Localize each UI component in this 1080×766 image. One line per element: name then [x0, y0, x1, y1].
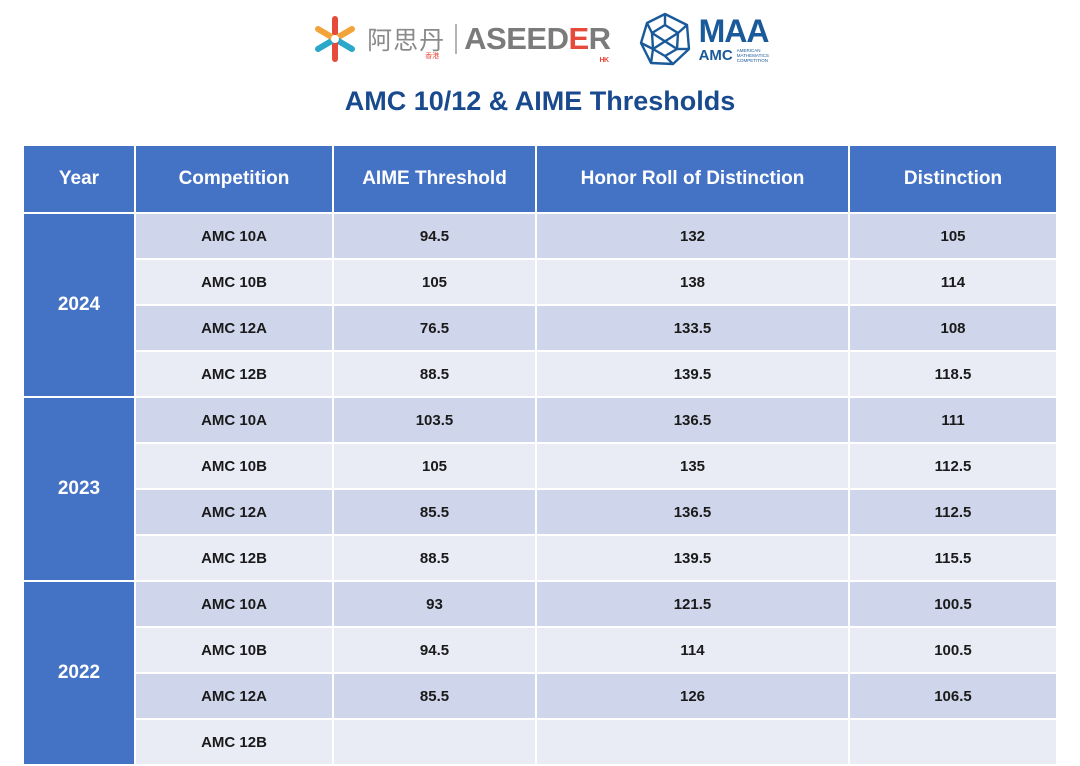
honor-roll-cell: 136.5	[535, 488, 850, 536]
aime-threshold-cell: 85.5	[332, 672, 537, 720]
aime-threshold-cell: 94.5	[332, 212, 537, 260]
header-distinction: Distinction	[848, 144, 1058, 214]
aseeder-wordmark: ASEEDER HK	[464, 21, 611, 64]
honor-roll-cell: 135	[535, 442, 850, 490]
competition-cell: AMC 12B	[134, 534, 334, 582]
table-row: 2022 AMC 10A 93 121.5 100.5	[22, 580, 1058, 766]
honor-roll-cell: 139.5	[535, 534, 850, 582]
distinction-cell: 111	[848, 396, 1058, 444]
distinction-cell: 112.5	[848, 442, 1058, 490]
competition-cell: AMC 10A	[134, 580, 334, 628]
table-row: AMC 10B 94.5 114 100.5	[23, 626, 1058, 674]
competition-cell: AMC 12A	[134, 672, 334, 720]
competition-cell: AMC 10B	[134, 442, 334, 490]
honor-roll-cell: 139.5	[535, 350, 850, 398]
honor-roll-cell	[535, 718, 850, 766]
table-row: AMC 12B 88.5 139.5 118.5	[23, 350, 1058, 398]
competition-cell: AMC 12A	[134, 304, 334, 352]
header-aime-threshold: AIME Threshold	[332, 144, 537, 214]
distinction-cell: 105	[848, 212, 1058, 260]
distinction-cell	[848, 718, 1058, 766]
maa-text: MAA AMC American Mathematics Competition	[698, 12, 770, 64]
distinction-cell: 106.5	[848, 672, 1058, 720]
page-title: AMC 10/12 & AIME Thresholds	[344, 86, 736, 116]
competition-cell: AMC 12B	[134, 350, 334, 398]
maa-wordmark: MAA	[698, 12, 770, 49]
aime-threshold-cell: 88.5	[332, 350, 537, 398]
distinction-cell: 100.5	[848, 580, 1058, 628]
logo-bar: 阿思丹 香港 ASEEDER HK MAA AMC	[0, 8, 1080, 70]
honor-roll-cell: 133.5	[535, 304, 850, 352]
distinction-cell: 115.5	[848, 534, 1058, 582]
table-row: 2024 AMC 10A 94.5 132 105	[22, 212, 1058, 398]
amc-fullname: American Mathematics Competition	[736, 47, 769, 64]
honor-roll-cell: 136.5	[535, 396, 850, 444]
header-competition: Competition	[134, 144, 334, 214]
aime-threshold-cell: 105	[332, 442, 537, 490]
aseeder-asterisk-icon	[315, 16, 356, 62]
competition-cell: AMC 10A	[134, 212, 334, 260]
table-row: AMC 12A 76.5 133.5 108	[23, 304, 1058, 352]
header-honor-roll: Honor Roll of Distinction	[535, 144, 850, 214]
year-cell: 2023	[22, 396, 136, 582]
competition-cell: AMC 12B	[134, 718, 334, 766]
aime-threshold-cell: 88.5	[332, 534, 537, 582]
aseeder-chinese-name: 阿思丹 香港	[367, 26, 446, 60]
maa-polyhedron-icon	[639, 12, 690, 66]
table-row: AMC 10B 105 135 112.5	[23, 442, 1058, 490]
table-row: AMC 12B 88.5 139.5 115.5	[23, 534, 1058, 582]
aime-threshold-cell: 93	[332, 580, 537, 628]
table-row: AMC 12A 85.5 126 106.5	[23, 672, 1058, 720]
aseeder-logo: 阿思丹 香港 ASEEDER HK	[311, 15, 611, 64]
aime-threshold-cell: 105	[332, 258, 537, 306]
table-row: 2023 AMC 10A 103.5 136.5 111	[22, 396, 1058, 582]
thresholds-table: Year Competition AIME Threshold Honor Ro…	[22, 144, 1058, 766]
honor-roll-cell: 114	[535, 626, 850, 674]
maa-logo: MAA AMC American Mathematics Competition	[637, 11, 769, 67]
competition-cell: AMC 10B	[134, 258, 334, 306]
table-header-row: Year Competition AIME Threshold Honor Ro…	[22, 144, 1058, 214]
distinction-cell: 112.5	[848, 488, 1058, 536]
distinction-cell: 114	[848, 258, 1058, 306]
year-cell: 2024	[22, 212, 136, 398]
aime-threshold-cell: 76.5	[332, 304, 537, 352]
amc-wordmark: AMC	[698, 46, 733, 64]
aseeder-chinese-sub: 香港	[425, 52, 440, 60]
distinction-cell: 108	[848, 304, 1058, 352]
honor-roll-cell: 126	[535, 672, 850, 720]
aime-threshold-cell: 103.5	[332, 396, 537, 444]
honor-roll-cell: 132	[535, 212, 850, 260]
honor-roll-cell: 138	[535, 258, 850, 306]
logo-divider	[455, 24, 458, 54]
aime-threshold-cell: 85.5	[332, 488, 537, 536]
competition-cell: AMC 10B	[134, 626, 334, 674]
competition-cell: AMC 12A	[134, 488, 334, 536]
table-row: AMC 10B 105 138 114	[23, 258, 1058, 306]
year-cell: 2022	[22, 580, 136, 766]
honor-roll-cell: 121.5	[535, 580, 850, 628]
distinction-cell: 118.5	[848, 350, 1058, 398]
aime-threshold-cell	[332, 718, 537, 766]
table-row: AMC 12B	[23, 718, 1058, 766]
distinction-cell: 100.5	[848, 626, 1058, 674]
table-row: AMC 12A 85.5 136.5 112.5	[23, 488, 1058, 536]
competition-cell: AMC 10A	[134, 396, 334, 444]
aime-threshold-cell: 94.5	[332, 626, 537, 674]
header-year: Year	[22, 144, 136, 214]
